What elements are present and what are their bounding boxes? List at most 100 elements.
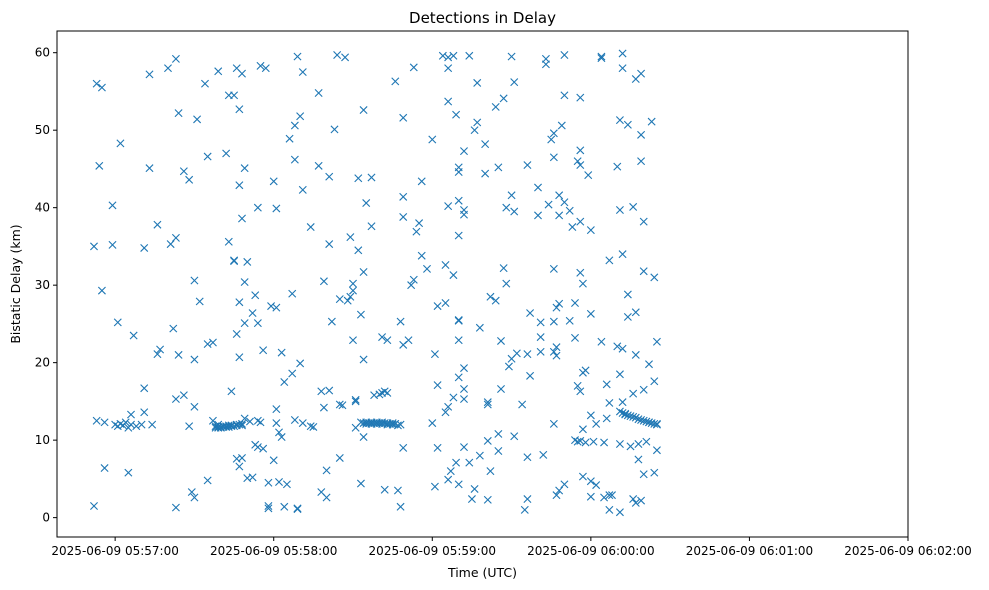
data-point xyxy=(555,191,564,200)
data-point xyxy=(618,398,627,407)
data-point xyxy=(557,121,566,130)
data-point xyxy=(92,79,101,88)
data-point xyxy=(108,201,117,210)
data-point xyxy=(454,231,463,240)
data-point xyxy=(460,147,468,156)
data-point xyxy=(277,433,286,442)
data-point xyxy=(399,192,408,201)
data-point xyxy=(399,113,408,122)
data-point xyxy=(423,264,431,273)
data-point xyxy=(578,425,587,434)
data-point xyxy=(650,273,659,282)
data-point xyxy=(203,476,212,485)
data-point xyxy=(259,444,268,453)
y-tick-label: 20 xyxy=(35,356,50,370)
data-point xyxy=(121,418,130,427)
data-point xyxy=(261,64,270,73)
data-point xyxy=(193,115,202,124)
data-point xyxy=(581,438,590,447)
x-tick-label: 2025-06-09 06:00:00 xyxy=(527,544,654,558)
data-point xyxy=(629,202,638,211)
data-point xyxy=(417,251,426,260)
data-point xyxy=(645,360,653,369)
data-point xyxy=(623,120,632,129)
data-point xyxy=(481,169,490,178)
data-point xyxy=(605,505,614,514)
data-point xyxy=(230,91,239,100)
data-point xyxy=(623,290,632,299)
data-point xyxy=(510,432,519,441)
data-point xyxy=(275,428,283,437)
data-point xyxy=(90,242,98,251)
data-point xyxy=(235,181,244,190)
data-point xyxy=(549,317,558,326)
data-point xyxy=(325,386,334,395)
data-point xyxy=(652,337,661,346)
data-point xyxy=(298,68,307,77)
data-point xyxy=(288,289,297,298)
data-point xyxy=(626,442,635,451)
data-point xyxy=(430,350,439,359)
data-point xyxy=(433,302,442,311)
data-point xyxy=(166,240,175,249)
data-point xyxy=(264,478,273,487)
data-point xyxy=(618,250,627,259)
data-point xyxy=(356,479,365,488)
data-point xyxy=(341,53,350,62)
data-point xyxy=(512,349,521,358)
data-point xyxy=(460,385,468,393)
data-point xyxy=(227,387,236,396)
data-point xyxy=(613,162,622,171)
data-point xyxy=(245,417,254,426)
data-point xyxy=(452,458,461,467)
data-point xyxy=(153,220,162,229)
data-point xyxy=(272,204,281,213)
data-point xyxy=(536,347,545,356)
data-point xyxy=(171,233,180,242)
data-point xyxy=(327,317,336,326)
data-point xyxy=(214,67,223,76)
data-point xyxy=(256,61,265,70)
data-point xyxy=(639,416,648,425)
data-point xyxy=(306,422,315,431)
data-point xyxy=(156,345,165,354)
data-point xyxy=(449,393,458,402)
data-point xyxy=(351,395,360,404)
data-point xyxy=(523,453,532,462)
data-point xyxy=(351,397,360,406)
data-point xyxy=(399,443,408,452)
data-point xyxy=(433,443,442,452)
data-point xyxy=(571,333,579,342)
data-point xyxy=(510,78,519,87)
data-point xyxy=(642,417,651,426)
data-point xyxy=(346,292,355,301)
data-point xyxy=(650,377,659,386)
data-point xyxy=(560,91,569,100)
data-point xyxy=(549,129,558,138)
data-point xyxy=(631,498,640,507)
data-point xyxy=(523,350,532,359)
data-point xyxy=(185,422,194,431)
data-point xyxy=(201,79,209,88)
data-point xyxy=(497,385,505,393)
data-point xyxy=(576,217,585,226)
x-axis: 2025-06-09 05:57:00 2025-06-09 05:58:00 20… xyxy=(51,537,972,558)
chart-title: Detections in Delay xyxy=(409,9,556,27)
data-point xyxy=(491,102,500,111)
data-point xyxy=(174,109,183,118)
data-point xyxy=(322,466,331,475)
data-point xyxy=(523,161,532,170)
data-point xyxy=(240,414,249,423)
data-point xyxy=(552,351,561,360)
data-point xyxy=(555,486,564,495)
data-point xyxy=(208,338,217,347)
data-point xyxy=(536,333,545,342)
data-point xyxy=(333,51,342,60)
data-point xyxy=(409,63,418,72)
data-point xyxy=(549,264,558,273)
data-point xyxy=(573,437,582,446)
data-point xyxy=(552,491,561,500)
data-point xyxy=(124,468,133,477)
data-point xyxy=(264,502,273,510)
